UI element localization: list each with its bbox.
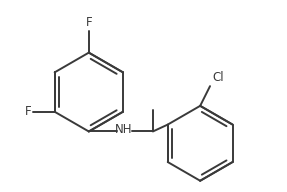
Text: Cl: Cl: [212, 71, 224, 84]
Text: NH: NH: [115, 123, 132, 136]
Text: F: F: [86, 16, 92, 29]
Text: F: F: [24, 105, 31, 118]
